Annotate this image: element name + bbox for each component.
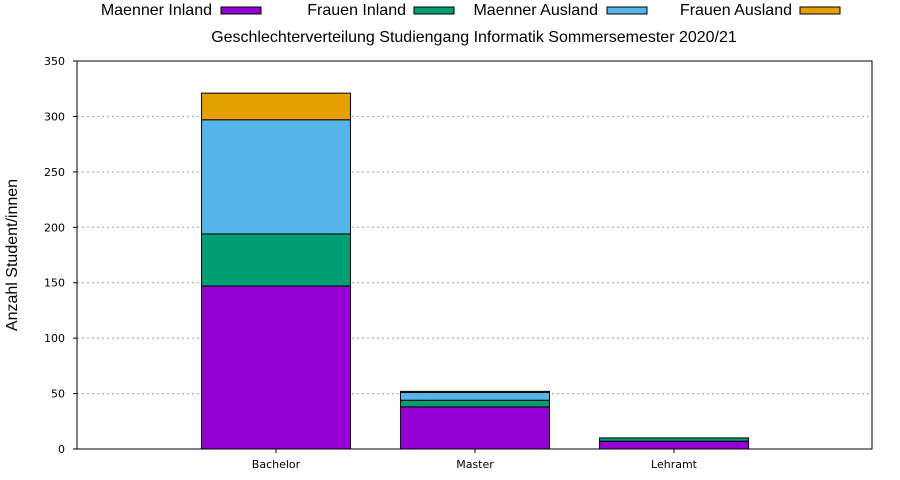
y-tick-label: 300 (44, 110, 65, 123)
y-tick-label: 200 (44, 221, 65, 234)
bar-bachelor-frauen-inland (201, 233, 351, 287)
y-tick-label: 0 (58, 443, 65, 456)
legend-label: Frauen Ausland (680, 2, 792, 19)
bar-lehramt-frauen-inland (599, 437, 749, 442)
bar-master-maenner-inland (400, 406, 550, 450)
x-tick-label: Master (456, 458, 494, 471)
x-ticks: Bachelor Master Lehramt (252, 449, 698, 471)
y-axis-label: Anzahl Student/innen (4, 179, 21, 331)
legend-swatch (606, 6, 648, 15)
bar-master-frauen-ausland (400, 390, 550, 393)
bar-lehramt-maenner-inland (599, 440, 749, 450)
legend-label: Maenner Inland (101, 2, 212, 19)
bar-bachelor-maenner-inland (201, 285, 351, 450)
legend: Maenner Inland Frauen Inland Maenner Ausla… (101, 2, 841, 19)
legend-label: Frauen Inland (307, 2, 406, 19)
bar-master-maenner-ausland (400, 391, 550, 401)
bar-bachelor-maenner-ausland (201, 119, 351, 235)
y-tick-label: 350 (44, 55, 65, 68)
y-tick-label: 100 (44, 332, 65, 345)
legend-label: Maenner Ausland (473, 2, 598, 19)
chart-title: Geschlechterverteilung Studiengang Infor… (211, 29, 737, 46)
bars (201, 92, 749, 450)
y-ticks: 0 50 100 150 200 250 300 350 (44, 55, 77, 456)
y-tick-label: 150 (44, 277, 65, 290)
bar-bachelor-frauen-ausland (201, 92, 351, 121)
y-tick-label: 50 (51, 388, 65, 401)
x-tick-label: Lehramt (651, 458, 698, 471)
y-tick-label: 250 (44, 166, 65, 179)
x-tick-label: Bachelor (252, 458, 301, 471)
bar-master-frauen-inland (400, 399, 550, 408)
plot-frame (76, 60, 873, 450)
grid (77, 115, 872, 395)
legend-swatch (799, 6, 841, 15)
legend-swatch (413, 6, 455, 15)
legend-swatch (220, 6, 262, 15)
